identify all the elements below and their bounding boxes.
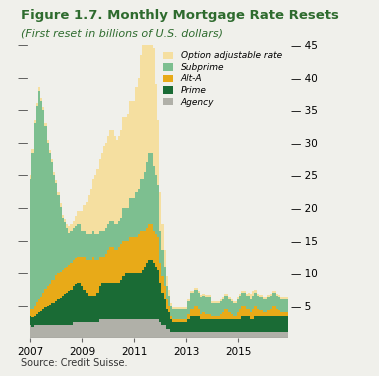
Text: Source: Credit Suisse.: Source: Credit Suisse. [21,358,127,368]
Text: —: — [18,105,28,115]
Text: —: — [18,170,28,180]
Text: —: — [18,40,28,50]
Text: —: — [18,138,28,148]
Text: (First reset in billions of U.S. dollars): (First reset in billions of U.S. dollars… [21,28,223,38]
Text: Figure 1.7. Monthly Mortgage Rate Resets: Figure 1.7. Monthly Mortgage Rate Resets [21,9,339,23]
Text: —: — [18,268,28,278]
Text: —: — [18,203,28,213]
Text: —: — [18,236,28,246]
Text: —: — [18,73,28,83]
Legend: Option adjustable rate, Subprime, Alt-A, Prime, Agency: Option adjustable rate, Subprime, Alt-A,… [161,50,283,108]
Text: —: — [18,301,28,311]
